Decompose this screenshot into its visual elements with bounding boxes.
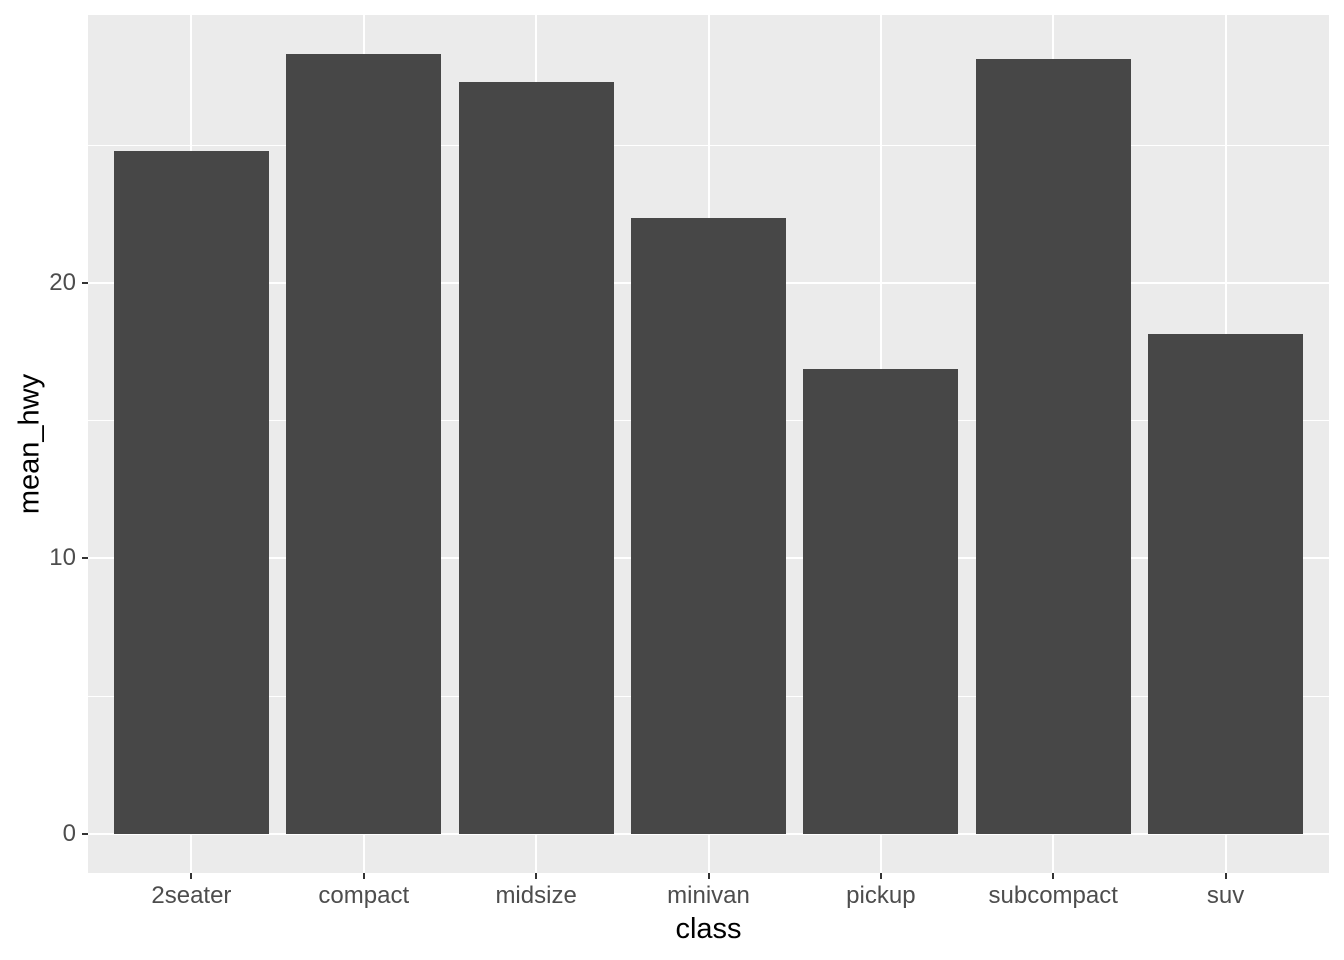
x-tick-mark-midsize [535,873,538,879]
x-tick-label-suv: suv [1206,882,1245,909]
x-tick-mark-2seater [190,873,193,879]
x-tick-mark-compact [362,873,365,879]
x-tick-mark-minivan [707,873,710,879]
y-axis-title: mean_hwy [13,373,46,515]
x-tick-label-2seater: 2seater [151,882,232,909]
y-tick-mark-0 [82,832,88,835]
bar-suv [1148,334,1304,834]
x-tick-mark-pickup [879,873,882,879]
y-tick-label-10: 10 [49,544,76,572]
bar-subcompact [975,58,1131,834]
plot-panel [88,15,1329,873]
x-tick-label-compact: compact [318,882,410,909]
x-tick-label-minivan: minivan [667,882,750,909]
bar-minivan [630,217,787,834]
x-tick-label-pickup: pickup [846,882,916,909]
bar-midsize [458,81,614,834]
x-axis-title: class [675,913,742,945]
bar-2seater [113,150,269,834]
y-tick-mark-20 [82,281,88,284]
x-tick-mark-suv [1224,873,1227,879]
y-tick-label-20: 20 [49,268,76,296]
y-tick-label-0: 0 [62,819,76,847]
x-tick-label-subcompact: subcompact [988,882,1118,909]
x-tick-label-midsize: midsize [495,882,577,909]
bar-pickup [803,368,959,834]
bar-compact [286,54,442,834]
y-tick-mark-10 [82,557,88,560]
x-tick-mark-subcompact [1052,873,1055,879]
